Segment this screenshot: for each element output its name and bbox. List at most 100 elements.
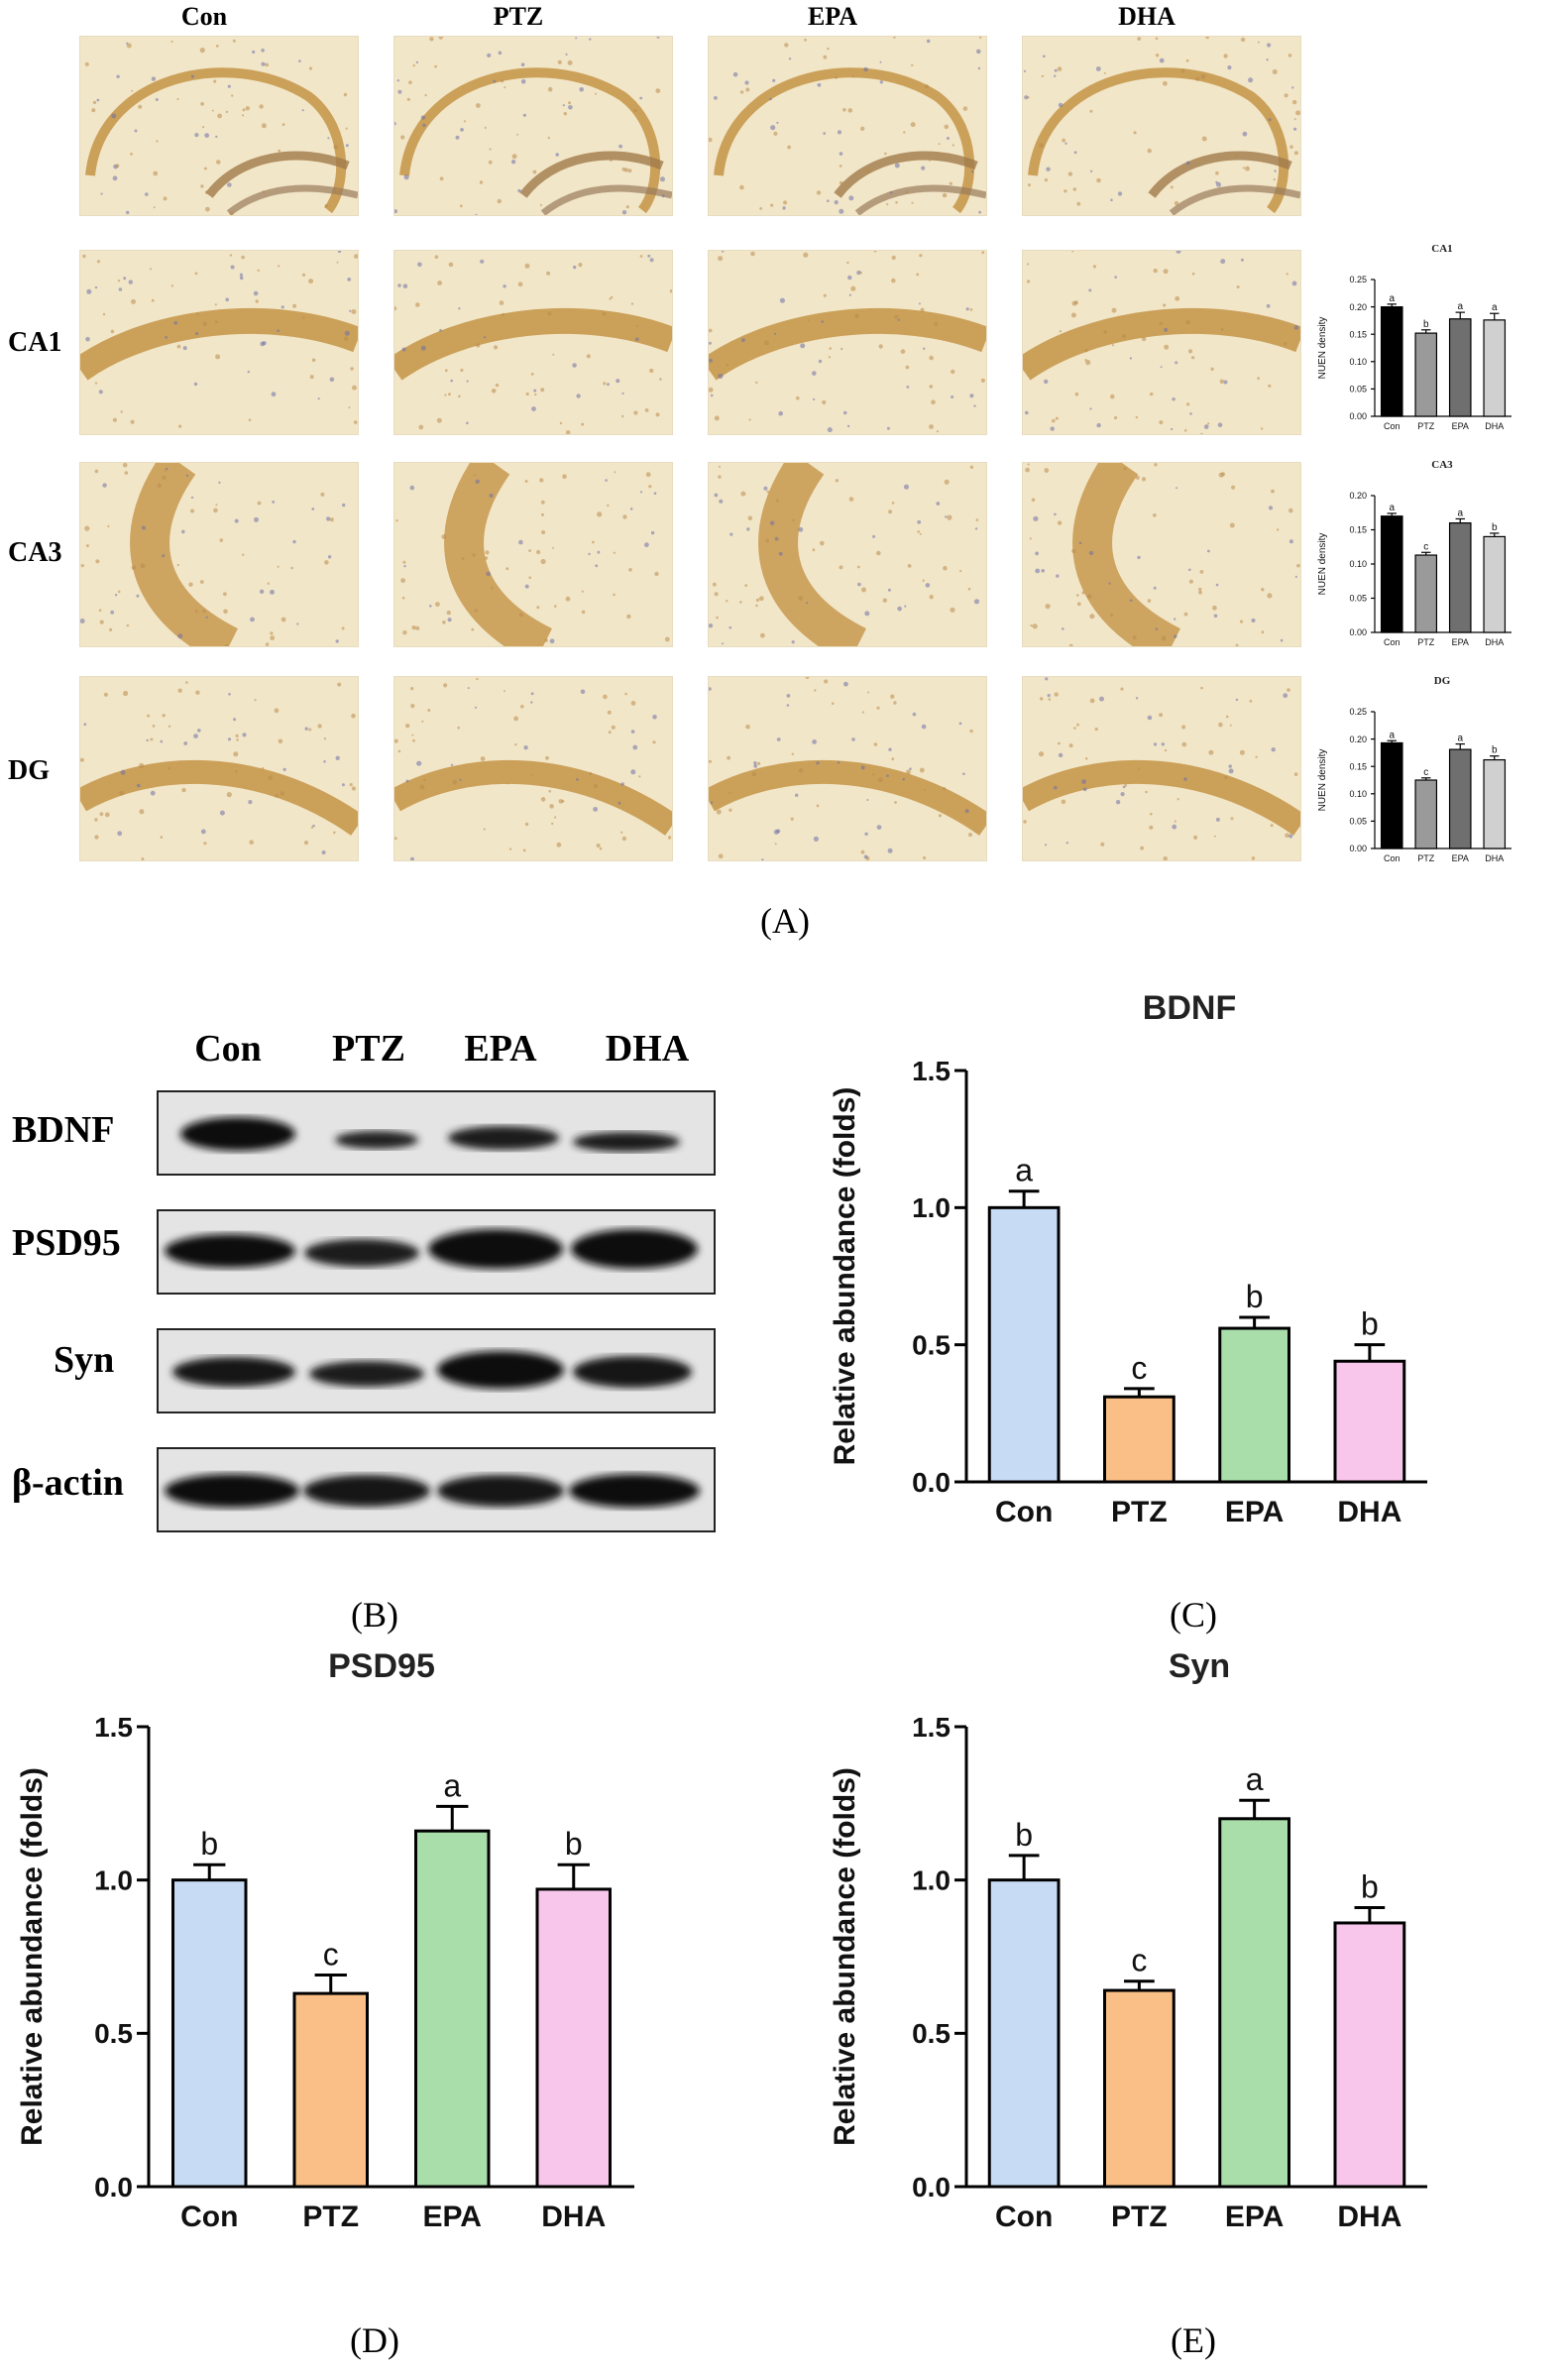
y-tick-label: 0.05 (1349, 817, 1367, 827)
significance-letter: b (1015, 1817, 1033, 1853)
micrograph-overview-epa (708, 36, 987, 216)
y-axis-label: Relative abundance (folds) (16, 1767, 49, 2146)
bar-ptz (1414, 779, 1438, 849)
y-tick-label: 0.5 (912, 1329, 951, 1360)
x-category-label: EPA (1452, 853, 1469, 863)
y-tick-label: 1.0 (94, 1864, 133, 1895)
x-category-label: Con (1384, 637, 1400, 647)
col-header-con: Con (180, 2, 228, 31)
significance-letter: b (565, 1826, 583, 1862)
blot-header-dha: DHA (605, 1028, 690, 1070)
blot-header-con: Con (194, 1028, 262, 1070)
y-tick-label: 0.15 (1349, 761, 1367, 771)
x-category-label: Con (1384, 853, 1400, 863)
blot-bands-syn (172, 1351, 692, 1389)
x-category-label: DHA (1485, 853, 1504, 863)
chart-title: Syn (1169, 1647, 1230, 1685)
blot-bands-bdnf (180, 1117, 680, 1152)
bar-epa (1218, 1817, 1290, 2189)
caption-b: (B) (351, 1595, 398, 1635)
significance-letter: a (1389, 503, 1395, 513)
y-tick-label: 1.5 (912, 1712, 951, 1743)
bar-dha (1483, 758, 1507, 849)
bar-dha (535, 1887, 612, 2189)
bar-epa (1218, 1326, 1290, 1484)
y-tick-label: 1.0 (912, 1864, 951, 1895)
col-header-epa: EPA (807, 2, 858, 31)
caption-c: (C) (1170, 1595, 1217, 1635)
blot-strip-psd95 (157, 1209, 716, 1295)
bar-ptz (1414, 554, 1438, 633)
bar-con (1380, 741, 1403, 849)
x-category-label: PTZ (302, 2201, 359, 2233)
x-category-label: DHA (1485, 421, 1504, 431)
x-category-label: EPA (1225, 1496, 1284, 1528)
bar-dha (1483, 319, 1507, 417)
x-category-label: EPA (1452, 637, 1469, 647)
y-tick-label: 0.15 (1349, 525, 1367, 535)
micrograph-ca1-epa (708, 250, 987, 435)
y-tick-label: 1.5 (94, 1712, 133, 1743)
bar-con (1380, 515, 1403, 633)
y-tick-label: 0.0 (94, 2172, 133, 2203)
bar-epa (414, 1829, 491, 2189)
y-axis-label: NUEN density (1317, 749, 1328, 812)
micrograph-ca3-dha (1022, 462, 1301, 647)
blot-bands-psd95 (165, 1229, 698, 1269)
y-tick-label: 0.0 (912, 2172, 951, 2203)
bar-dha (1333, 1359, 1406, 1484)
bar-ptz (1103, 1988, 1176, 2189)
y-tick-label: 0.20 (1349, 491, 1367, 501)
y-tick-label: 0.15 (1349, 329, 1367, 339)
significance-letter: c (1423, 541, 1428, 552)
bar-con (987, 1878, 1061, 2189)
blot-label-syn: Syn (54, 1339, 115, 1381)
y-tick-label: 0.5 (912, 2018, 951, 2049)
bar-ptz (1414, 332, 1438, 417)
micrograph-overview-dha (1022, 36, 1301, 216)
y-tick-label: 0.10 (1349, 357, 1367, 367)
y-tick-label: 0.25 (1349, 707, 1367, 717)
mini-chart-ca1: CA1 NUEN density 0.00 0.05 0.10 0.15 0.20 0.25 a… (1317, 243, 1512, 431)
micrograph-dg-ptz (393, 676, 673, 861)
significance-letter: b (1361, 1306, 1379, 1342)
chart-syn: Syn Relative abundance (folds) 0.0 0.5 1.0 1.… (829, 1647, 1427, 2233)
chart-bdnf: BDNF Relative abundance (folds) 0.0 0.5 1.0 1… (829, 989, 1427, 1528)
micrograph-dg-dha (1022, 676, 1301, 861)
chart-title: DG (1434, 675, 1451, 687)
chart-psd95: PSD95 Relative abundance (folds) 0.0 0.5 1.0… (16, 1647, 634, 2233)
bar-dha (1333, 1921, 1406, 2189)
row-label-ca3: CA3 (8, 537, 62, 568)
x-category-label: PTZ (1417, 637, 1435, 647)
y-tick-label: 0.00 (1349, 627, 1367, 637)
x-category-label: PTZ (1111, 2201, 1168, 2233)
x-category-label: Con (180, 2201, 238, 2233)
micrograph-ca1-con (79, 250, 359, 435)
bar-dha (1483, 535, 1507, 633)
y-tick-label: 0.05 (1349, 385, 1367, 395)
x-category-label: Con (1384, 421, 1400, 431)
significance-letter: c (1131, 1350, 1147, 1386)
y-tick-label: 1.0 (912, 1192, 951, 1223)
significance-letter: a (1457, 301, 1463, 312)
x-category-label: PTZ (1417, 421, 1435, 431)
chart-title: BDNF (1143, 989, 1236, 1027)
significance-letter: b (1423, 319, 1429, 330)
significance-letter: a (1389, 730, 1395, 740)
mini-chart-dg: DG NUEN density 0.00 0.05 0.10 0.15 0.20 0.25 a C… (1317, 675, 1512, 863)
x-category-label: PTZ (1111, 1496, 1168, 1528)
y-tick-label: 0.10 (1349, 789, 1367, 799)
micrograph-ca1-dha (1022, 250, 1301, 435)
y-tick-label: 0.00 (1349, 411, 1367, 421)
significance-letter: a (443, 1767, 461, 1803)
micrograph-overview-ptz (393, 36, 673, 216)
y-tick-label: 0.5 (94, 2018, 133, 2049)
bar-epa (1448, 748, 1472, 849)
bar-con (171, 1878, 248, 2189)
x-category-label: Con (995, 2201, 1053, 2233)
micrograph-ca3-ptz (393, 462, 673, 647)
caption-d: (D) (350, 2320, 399, 2360)
significance-letter: b (200, 1826, 218, 1862)
significance-letter: c (1423, 767, 1428, 778)
significance-letter: b (1361, 1869, 1379, 1905)
